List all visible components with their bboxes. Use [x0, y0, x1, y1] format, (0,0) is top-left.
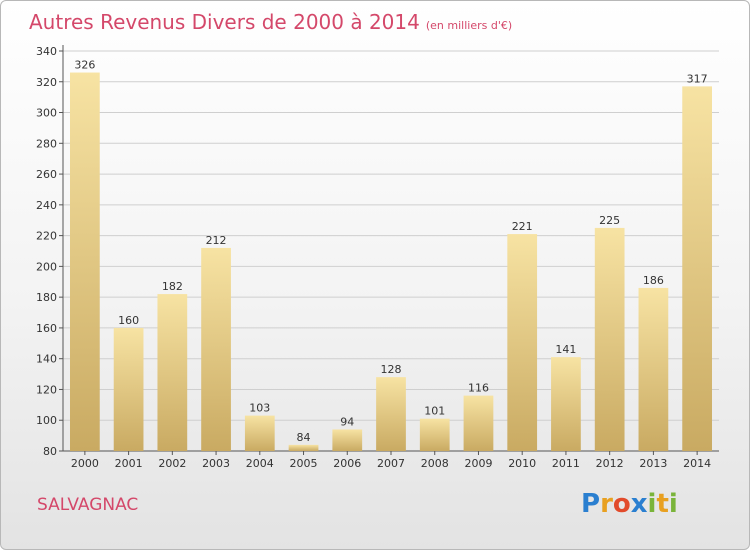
- logo-letter: i: [647, 489, 657, 519]
- x-tick-label-2012: 2012: [596, 457, 624, 470]
- data-label-2000: 326: [74, 59, 95, 72]
- x-tick-label-2001: 2001: [115, 457, 143, 470]
- x-tick-label-2000: 2000: [71, 457, 99, 470]
- bar-2011: [551, 357, 581, 451]
- y-tick-label: 80: [43, 445, 57, 458]
- bar-2007: [376, 377, 406, 451]
- logo-letter: x: [630, 489, 648, 519]
- x-tick-label-2009: 2009: [464, 457, 492, 470]
- bar-2003: [201, 247, 231, 451]
- bar-2004: [244, 415, 275, 451]
- bar-2012: [594, 227, 625, 451]
- logo-letter: t: [656, 489, 669, 519]
- logo-letter: P: [581, 489, 601, 519]
- data-label-2009: 116: [468, 382, 489, 395]
- x-tick-label-2014: 2014: [683, 457, 711, 470]
- y-tick-label: 340: [36, 45, 57, 58]
- data-label-2006: 94: [340, 415, 354, 428]
- data-label-2008: 101: [424, 405, 445, 418]
- x-tick-label-2006: 2006: [333, 457, 361, 470]
- bars: [69, 72, 713, 452]
- x-tick-label-2011: 2011: [552, 457, 580, 470]
- logo-letter: o: [612, 489, 631, 519]
- bar-2010: [507, 234, 538, 451]
- chart-subtitle: (en milliers d'€): [425, 19, 513, 32]
- bar-2009: [463, 395, 494, 451]
- bar-2014: [682, 86, 713, 451]
- y-tick-label: 300: [36, 107, 57, 120]
- data-label-2005: 84: [297, 431, 311, 444]
- y-tick-label: 140: [36, 353, 57, 366]
- x-tick-label-2003: 2003: [202, 457, 230, 470]
- y-tick-label: 180: [36, 291, 57, 304]
- data-label-2002: 182: [162, 280, 183, 293]
- y-tick-label: 160: [36, 322, 57, 335]
- data-label-2011: 141: [555, 343, 576, 356]
- y-tick-label: 200: [36, 260, 57, 273]
- y-tick-label: 220: [36, 230, 57, 243]
- y-tick-label: 240: [36, 199, 57, 212]
- bar-2001: [113, 327, 144, 451]
- x-tick-label-2004: 2004: [246, 457, 274, 470]
- x-tick-label-2002: 2002: [158, 457, 186, 470]
- chart-title: Autres Revenus Divers de 2000 à 2014 (en …: [29, 10, 512, 34]
- data-label-2012: 225: [599, 214, 620, 227]
- data-label-2004: 103: [249, 402, 270, 415]
- y-tick-label: 280: [36, 137, 57, 150]
- y-tick-label: 120: [36, 383, 57, 396]
- logo-letter: r: [600, 489, 613, 519]
- bar-2002: [157, 294, 188, 451]
- bar-2008: [419, 418, 450, 451]
- bar-2006: [332, 429, 363, 451]
- x-tick-label-2007: 2007: [377, 457, 405, 470]
- x-tick-label-2013: 2013: [639, 457, 667, 470]
- data-label-2007: 128: [381, 363, 402, 376]
- data-label-2014: 317: [687, 72, 708, 85]
- bar-2013: [638, 287, 669, 451]
- x-tick-label-2008: 2008: [421, 457, 449, 470]
- y-tick-label: 260: [36, 168, 57, 181]
- data-label-2001: 160: [118, 314, 139, 327]
- data-label-2013: 186: [643, 274, 664, 287]
- data-label-2003: 212: [206, 234, 227, 247]
- y-tick-label: 320: [36, 76, 57, 89]
- data-labels: 326 160 182 212 103 84 94 128 101 116 221 141 225 186…: [74, 59, 707, 444]
- x-tick-label-2005: 2005: [290, 457, 318, 470]
- chart-title-text: Autres Revenus Divers de 2000 à 2014: [29, 10, 420, 34]
- axes: 80 100 120 140 160 180 200 220 240 260 280 300 320 34…: [36, 45, 719, 470]
- y-tick-label: 100: [36, 414, 57, 427]
- bar-2000: [69, 72, 100, 452]
- x-tick-label-2010: 2010: [508, 457, 536, 470]
- logo-letter: i: [668, 489, 678, 519]
- proxiti-logo: Proxiti: [581, 489, 678, 519]
- data-label-2010: 221: [512, 220, 533, 233]
- bar-2005: [288, 444, 319, 451]
- commune-name: SALVAGNAC: [37, 495, 139, 515]
